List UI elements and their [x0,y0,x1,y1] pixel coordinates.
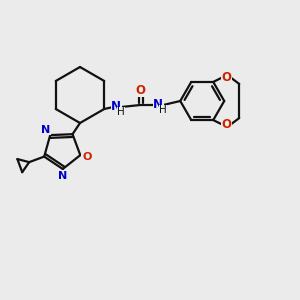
Text: O: O [82,152,92,162]
Text: O: O [221,71,231,84]
Text: N: N [153,98,163,110]
Text: N: N [58,171,68,181]
Text: N: N [41,124,50,135]
Text: H: H [159,105,167,115]
Text: H: H [117,107,125,117]
Text: N: N [111,100,121,112]
Text: O: O [221,118,231,130]
Text: O: O [135,83,145,97]
